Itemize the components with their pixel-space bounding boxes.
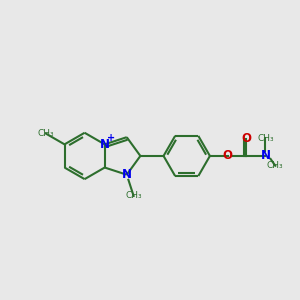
- Text: O: O: [223, 149, 233, 162]
- Text: CH₃: CH₃: [257, 134, 274, 142]
- Text: O: O: [241, 132, 251, 145]
- Text: CH₃: CH₃: [267, 161, 284, 170]
- Text: N: N: [100, 138, 110, 151]
- Text: CH₃: CH₃: [38, 129, 54, 138]
- Text: N: N: [260, 149, 271, 162]
- Text: CH₃: CH₃: [125, 191, 142, 200]
- Text: +: +: [107, 134, 116, 143]
- Text: N: N: [122, 168, 132, 181]
